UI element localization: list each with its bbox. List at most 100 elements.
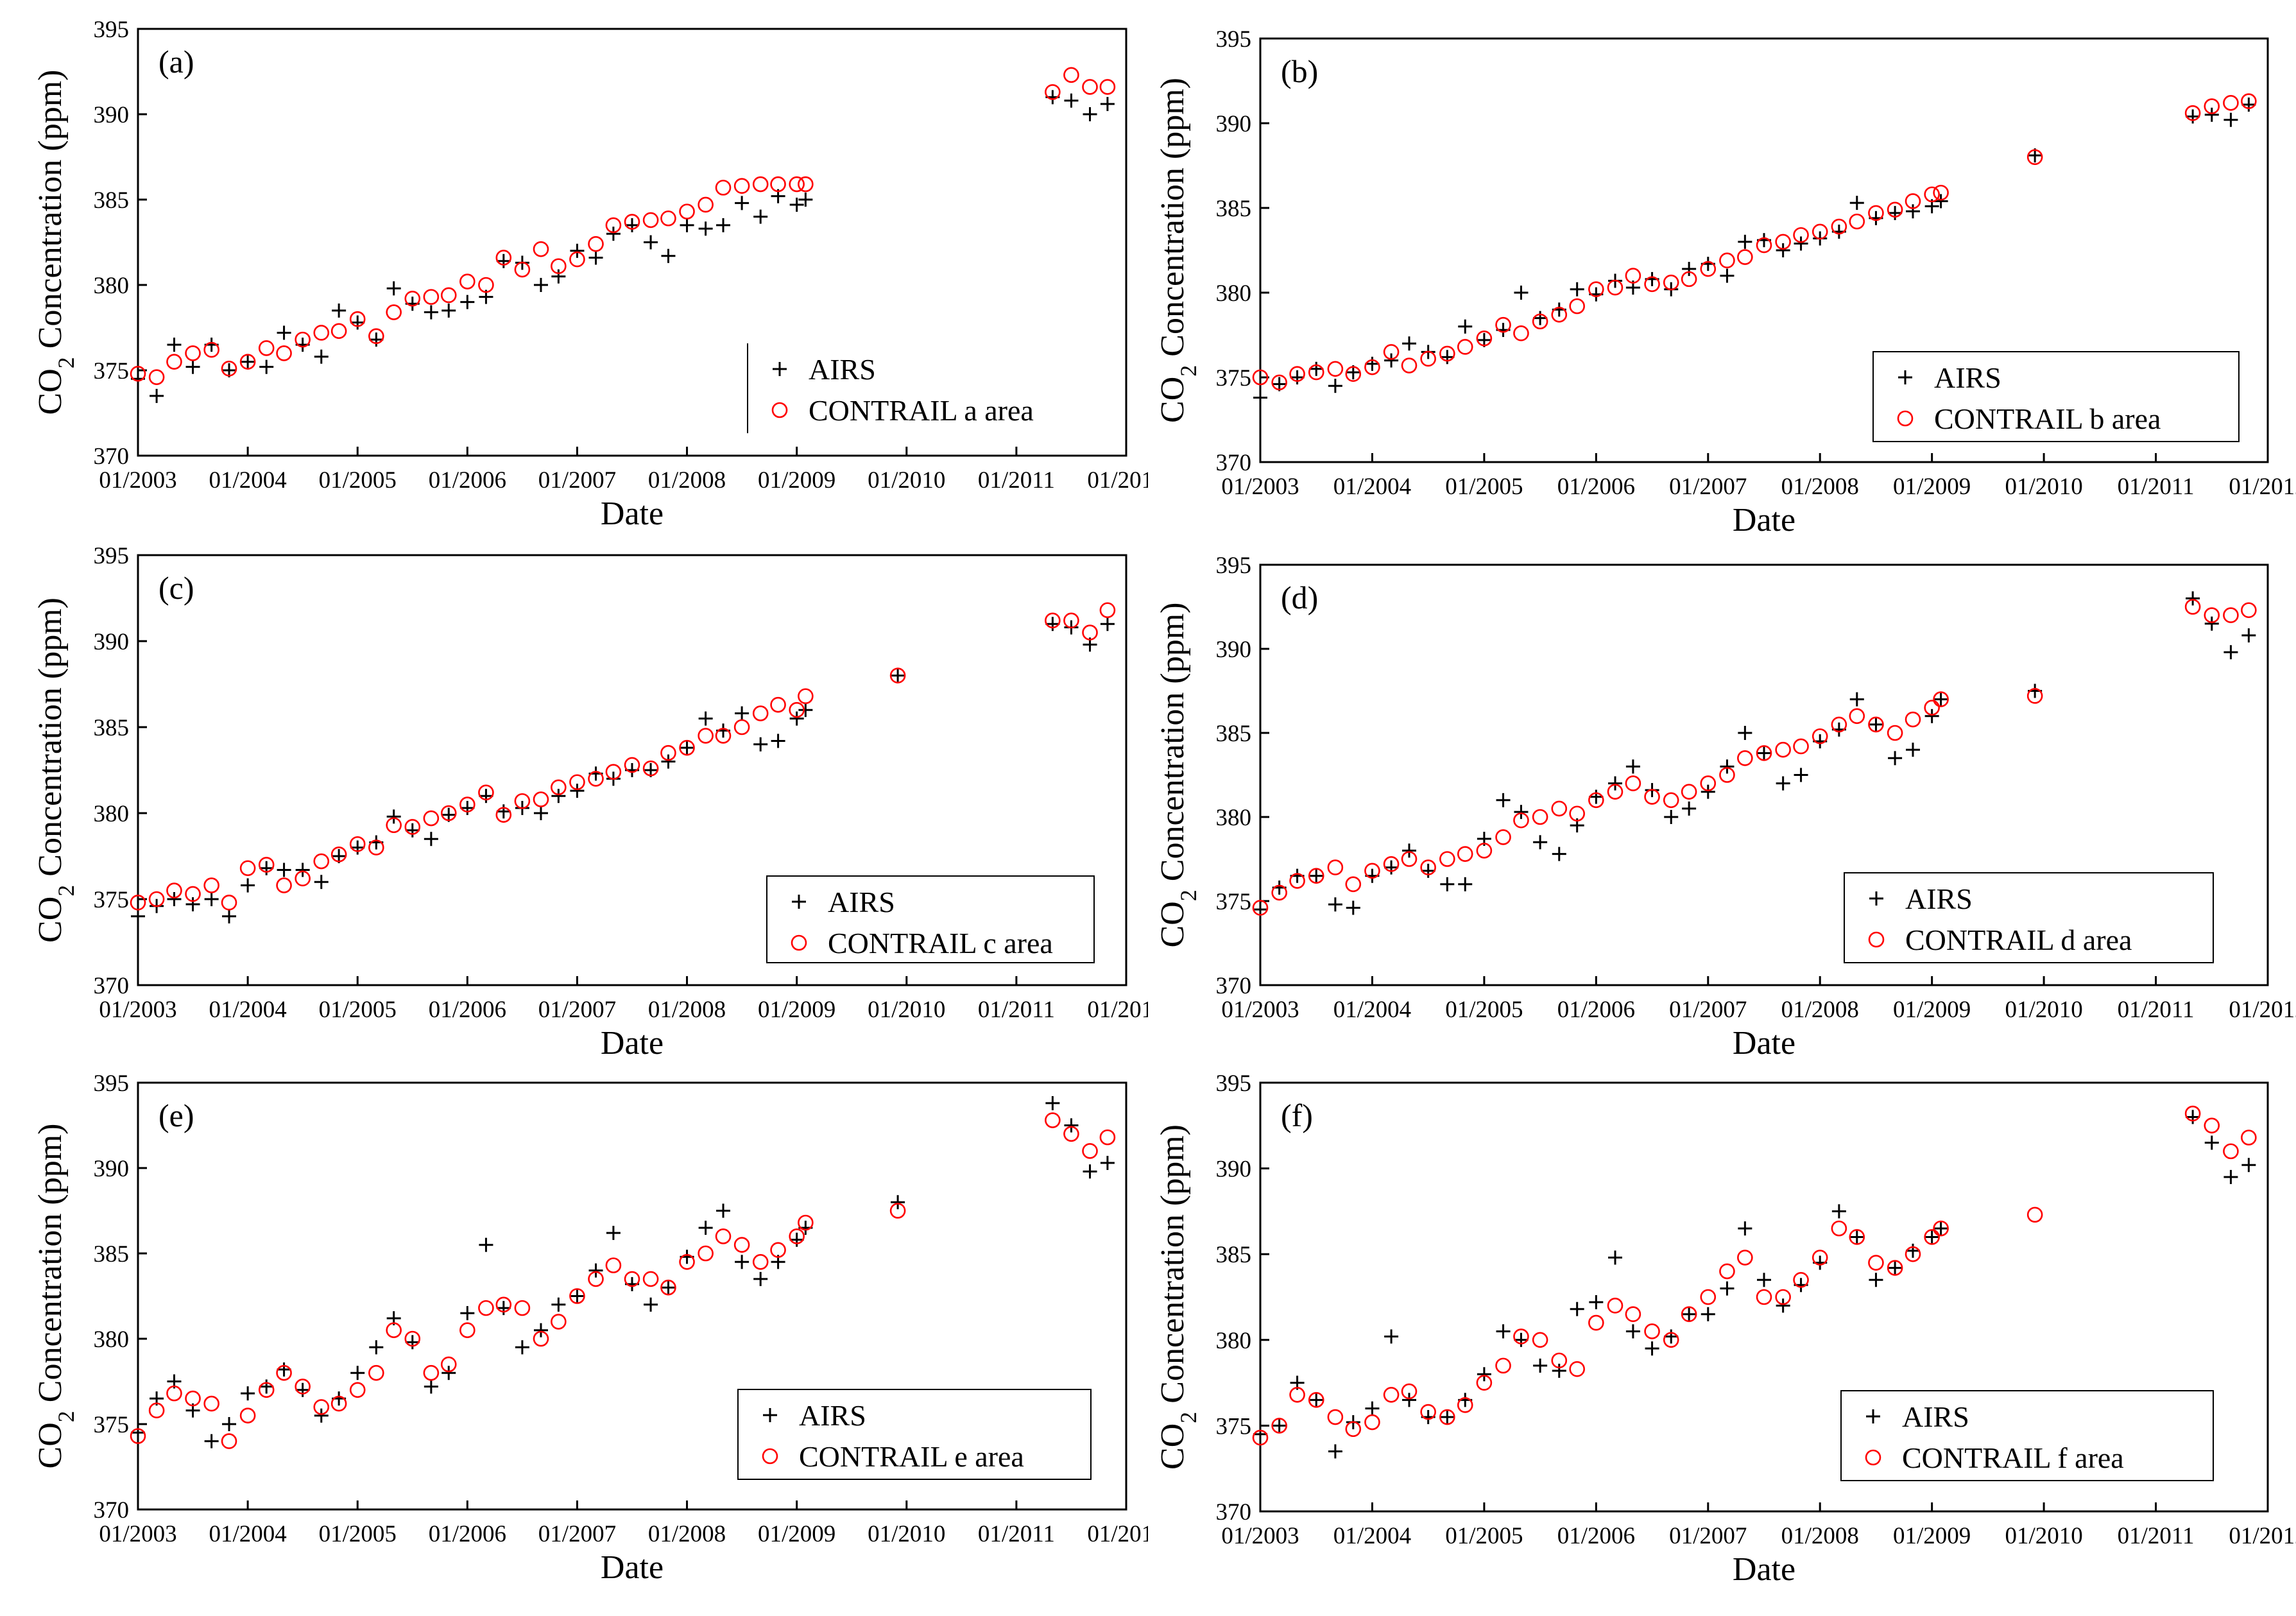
airs-point (460, 295, 475, 309)
airs-point (424, 832, 438, 847)
contrail-point (1663, 1332, 1679, 1348)
contrail-point (1644, 789, 1660, 805)
airs-point (150, 388, 164, 403)
contrail-point (624, 1271, 640, 1287)
chart-panel-f: 370 375 380 385 390 395 01/2003 01/2004 01/2005 0… (1148, 1056, 2296, 1616)
airs-point (131, 909, 145, 924)
contrail-point (770, 1242, 786, 1258)
x-tick-label: 01/2009 (1893, 997, 1971, 1023)
contrail-point (698, 728, 714, 744)
contrail-point (2204, 98, 2220, 114)
airs-point (1064, 93, 1079, 108)
x-tick-label: 01/2007 (1669, 474, 1747, 500)
contrail-point (2026, 688, 2043, 704)
y-axis: 370 375 380 385 390 395 (1216, 553, 1269, 999)
x-tick-label: 01/2004 (1333, 474, 1411, 500)
airs-point (1776, 1298, 1790, 1313)
airs-point (2223, 112, 2238, 127)
airs-point (1933, 194, 1948, 209)
contrail-point (221, 1433, 237, 1449)
x-axis: 01/2003 01/2004 01/2005 01/2006 01/2007 01/20… (99, 976, 1165, 1023)
y-tick-label: 370 (1216, 450, 1252, 476)
legend: AIRS CONTRAIL b area (1872, 351, 2240, 442)
contrail-point (1420, 350, 1436, 367)
airs-point (1552, 847, 1566, 861)
airs-point (1849, 196, 1864, 211)
airs-point (551, 1297, 566, 1312)
y-title-part: Concentration (ppm) (1154, 1124, 1191, 1412)
contrail-point (1082, 624, 1098, 640)
contrail-point (1551, 307, 1568, 323)
contrail-point (1063, 612, 1079, 629)
contrail-point (2223, 607, 2239, 623)
contrail-point (423, 289, 440, 305)
contrail-point (660, 1279, 676, 1296)
y-tick-label: 370 (1216, 1499, 1252, 1526)
x-tick-label: 01/2007 (538, 1521, 616, 1547)
x-tick-label: 01/2003 (99, 467, 176, 494)
contrail-point (798, 1214, 814, 1231)
x-axis: 01/2003 01/2004 01/2005 01/2006 01/2007 01/20… (1221, 453, 2296, 500)
plot-frame (137, 1081, 1127, 1511)
contrail-point (1775, 741, 1791, 758)
x-axis: 01/2003 01/2004 01/2005 01/2006 01/2007 01/20… (1221, 976, 2296, 1023)
y-tick-label: 375 (94, 1412, 130, 1438)
airs-point (277, 325, 291, 340)
y-tick-label: 380 (1216, 280, 1252, 307)
airs-point (2186, 1110, 2200, 1124)
contrail-point (789, 176, 805, 193)
airs-point (1346, 900, 1360, 915)
airs-point (1720, 759, 1735, 774)
airs-point (1701, 1307, 1715, 1321)
airs-point (314, 349, 329, 364)
airs-point (1664, 1329, 1679, 1344)
y-tick-label: 385 (1216, 721, 1252, 747)
y-title-sub: 2 (1176, 1412, 1201, 1423)
airs-point (222, 1417, 237, 1431)
airs-point (1384, 1329, 1399, 1344)
y-tick-label: 395 (1216, 26, 1252, 53)
airs-point (1045, 1096, 1060, 1110)
x-tick-label: 01/2008 (648, 997, 726, 1023)
airs-point (185, 897, 200, 912)
contrail-point (1700, 775, 1717, 791)
contrail-point (1289, 1387, 1305, 1403)
contrail-point (1401, 851, 1418, 867)
legend-contrail-label: CONTRAIL b area (1934, 402, 2161, 435)
data-points (1252, 1105, 2257, 1459)
y-title-part: Concentration (ppm) (1154, 78, 1191, 365)
contrail-point (1364, 1414, 1380, 1431)
contrail-point (2223, 1143, 2239, 1160)
contrail-point (1887, 1260, 1903, 1276)
contrail-point (1644, 1323, 1660, 1339)
y-axis-title: CO2 Concentration (ppm) (1154, 78, 1201, 423)
contrail-point (2026, 149, 2043, 166)
y-title-part: CO (32, 368, 69, 415)
contrail-point (1681, 271, 1697, 288)
contrail-point (514, 261, 531, 278)
contrail-point (440, 1356, 457, 1373)
airs-point (1888, 1260, 1903, 1275)
airs-point (2186, 591, 2200, 606)
airs-point (259, 359, 274, 374)
contrail-point (295, 1379, 311, 1395)
contrail-point (203, 341, 219, 358)
airs-point (350, 315, 365, 330)
contrail-point (1532, 313, 1548, 330)
x-tick-label: 01/2005 (319, 1521, 397, 1547)
contrail-point (1364, 863, 1380, 879)
contrail-point (1252, 369, 1269, 386)
airs-point (1906, 743, 1921, 757)
x-tick-label: 01/2004 (209, 997, 286, 1023)
airs-point (1552, 1363, 1566, 1378)
airs-point (1458, 877, 1473, 891)
contrail-point (313, 853, 330, 870)
airs-point (1933, 692, 1948, 707)
contrail-point (386, 304, 402, 320)
contrail-point (1439, 1409, 1455, 1425)
x-tick-label: 01/2008 (648, 1521, 726, 1547)
contrail-point (1045, 1112, 1061, 1128)
x-tick-label: 01/2012 (1087, 1521, 1148, 1547)
airs-point (1083, 107, 1097, 121)
